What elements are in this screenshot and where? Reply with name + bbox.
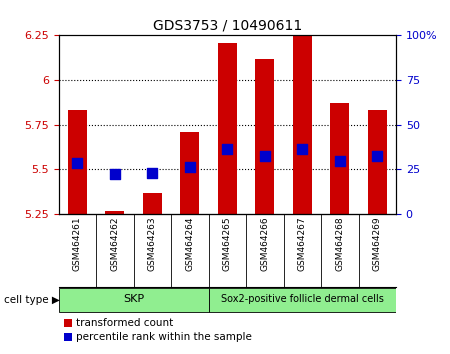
Bar bbox=[105, 211, 124, 214]
Point bbox=[299, 146, 306, 152]
Bar bbox=[293, 35, 311, 214]
Point bbox=[261, 153, 268, 158]
Text: GSM464263: GSM464263 bbox=[148, 216, 157, 271]
Point bbox=[74, 160, 81, 166]
Bar bbox=[330, 103, 349, 214]
Text: SKP: SKP bbox=[123, 295, 144, 304]
Text: GSM464269: GSM464269 bbox=[373, 216, 382, 271]
Bar bbox=[143, 193, 162, 214]
Text: GSM464267: GSM464267 bbox=[298, 216, 307, 271]
Bar bbox=[218, 42, 237, 214]
Point bbox=[111, 172, 118, 177]
Text: GSM464262: GSM464262 bbox=[110, 216, 119, 271]
Title: GDS3753 / 10490611: GDS3753 / 10490611 bbox=[153, 19, 302, 33]
Bar bbox=[180, 132, 199, 214]
Bar bbox=[256, 59, 274, 214]
Bar bbox=[368, 110, 387, 214]
Bar bbox=[68, 110, 86, 214]
Text: GSM464261: GSM464261 bbox=[73, 216, 82, 271]
Point bbox=[336, 158, 343, 164]
Bar bbox=[208, 288, 396, 312]
Bar bbox=[58, 288, 208, 312]
Text: GSM464268: GSM464268 bbox=[335, 216, 344, 271]
Text: cell type ▶: cell type ▶ bbox=[4, 295, 60, 305]
Legend: transformed count, percentile rank within the sample: transformed count, percentile rank withi… bbox=[64, 319, 252, 342]
Point bbox=[148, 171, 156, 176]
Text: GSM464264: GSM464264 bbox=[185, 216, 194, 271]
Text: GSM464265: GSM464265 bbox=[223, 216, 232, 271]
Text: GSM464266: GSM464266 bbox=[260, 216, 269, 271]
Point bbox=[374, 153, 381, 158]
Point bbox=[186, 164, 194, 170]
Text: Sox2-positive follicle dermal cells: Sox2-positive follicle dermal cells bbox=[221, 295, 384, 304]
Point bbox=[224, 146, 231, 152]
